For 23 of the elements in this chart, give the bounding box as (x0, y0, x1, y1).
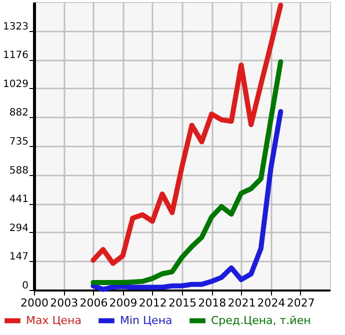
x-tick-label: 2006 (80, 296, 108, 310)
x-tick-label: 2003 (50, 296, 78, 310)
x-tick-label: 2027 (286, 296, 315, 310)
x-tick-label: 2015 (168, 296, 196, 310)
y-tick-label: 735 (9, 136, 28, 148)
y-tick-label: 1176 (3, 50, 28, 62)
y-tick-label: 0 (22, 280, 28, 292)
y-tick-label: 882 (9, 108, 28, 119)
y-tick-label: 294 (9, 222, 28, 234)
x-tick-label: 2021 (228, 296, 256, 310)
legend-label: Max Цена (26, 314, 82, 327)
y-tick-label: 147 (9, 252, 28, 263)
y-tick-label: 588 (9, 165, 28, 176)
x-tick-label: 2000 (20, 296, 48, 310)
x-tick-label: 2009 (109, 296, 138, 310)
x-tick-label: 2018 (198, 296, 226, 310)
x-tick-label: 2024 (257, 296, 286, 310)
x-tick-label: 2012 (138, 296, 167, 310)
legend-label: Сред.Цена, т.йен (211, 314, 311, 327)
y-tick-label: 1323 (3, 21, 28, 32)
legend-label: Min Цена (120, 314, 172, 327)
y-tick-label: 1029 (3, 78, 28, 90)
y-tick-label: 441 (9, 194, 28, 206)
